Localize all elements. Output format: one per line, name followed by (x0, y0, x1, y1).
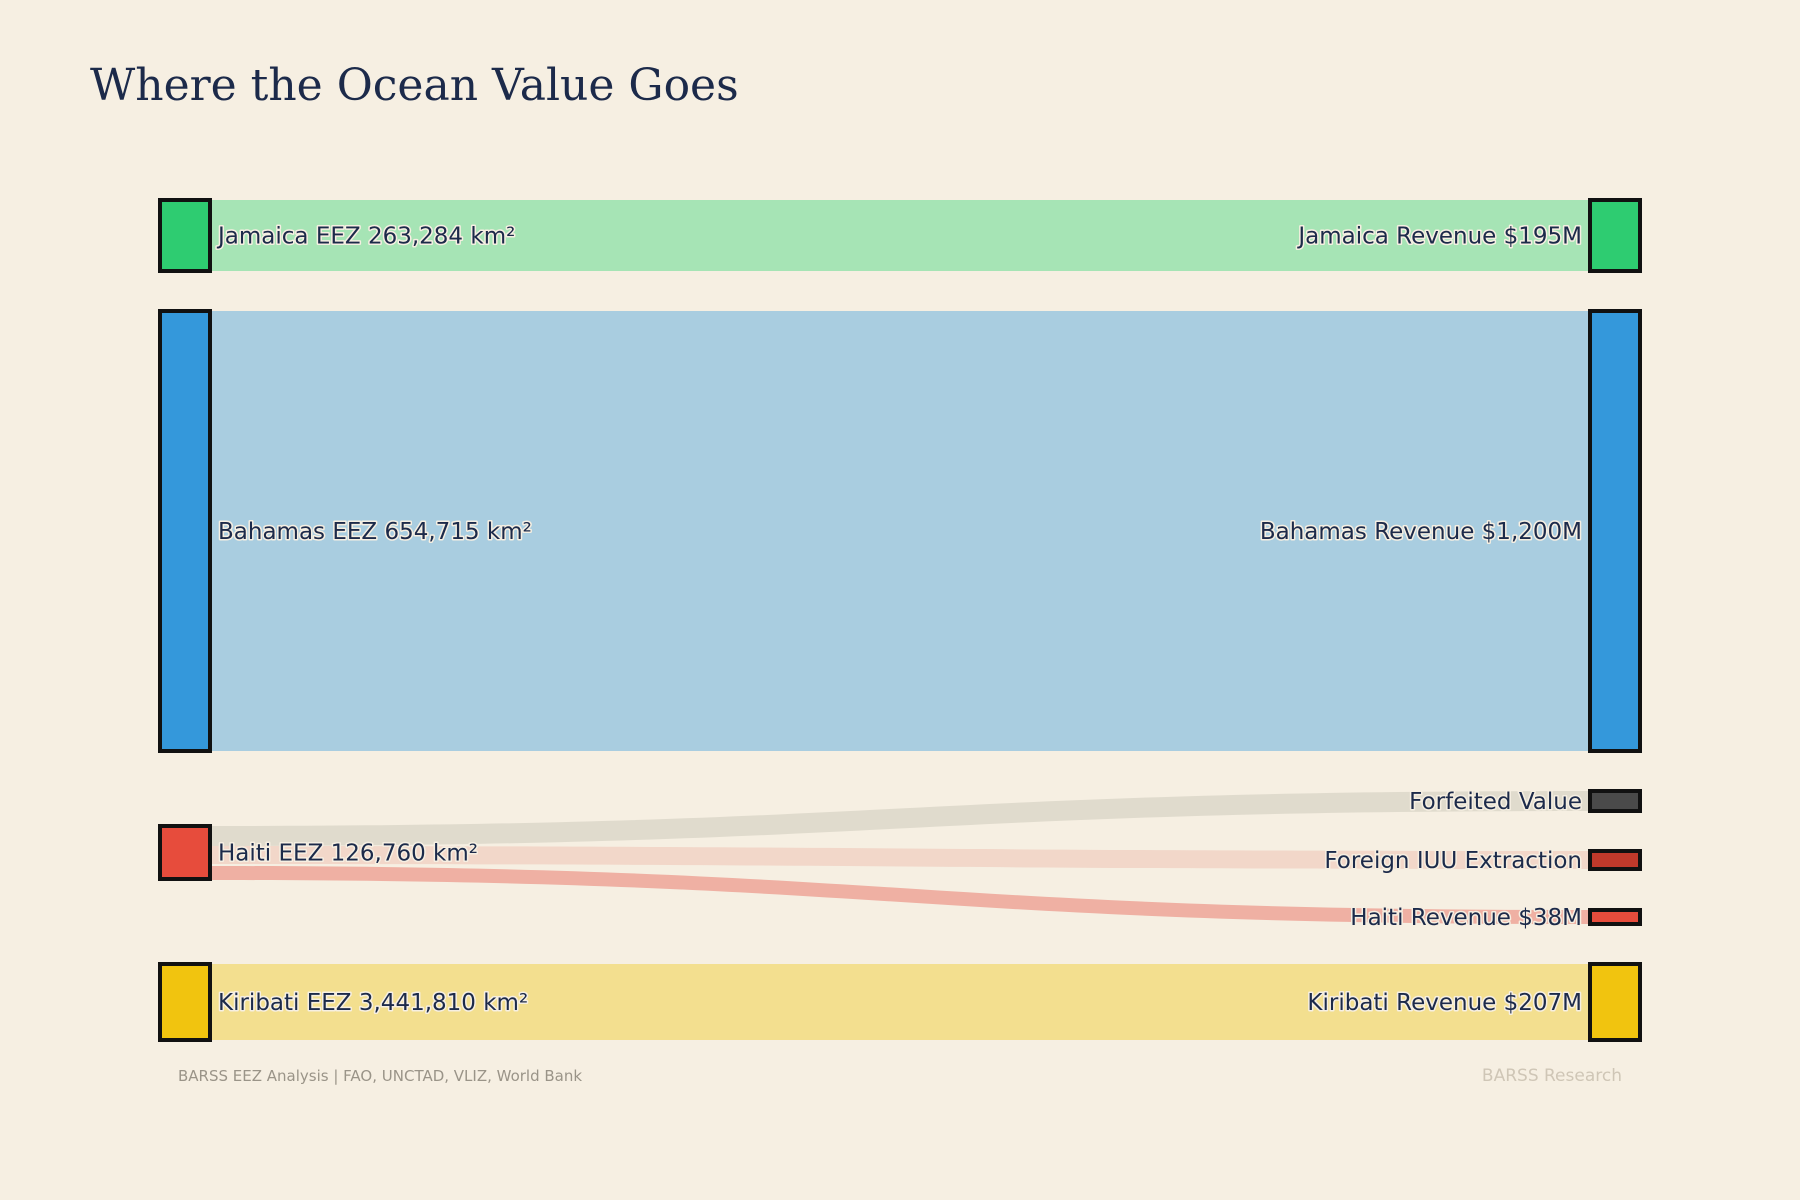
node-foreign-iuu (1588, 849, 1642, 871)
label-jamaica-rev: Jamaica Revenue $195M (1296, 224, 1582, 250)
link-haiti-eez-to-foreign-iuu (210, 846, 1590, 869)
node-kiribati-rev (1588, 962, 1642, 1042)
link-haiti-eez-to-haiti-rev (210, 866, 1590, 924)
link-jamaica-eez-to-jamaica-rev (210, 200, 1590, 271)
label-foreign-iuu: Foreign IUU Extraction (1324, 848, 1582, 874)
label-bahamas-eez: Bahamas EEZ 654,715 km² (218, 519, 532, 545)
node-haiti-rev (1588, 908, 1642, 926)
link-haiti-eez-to-forfeited (210, 791, 1590, 846)
label-jamaica-eez: Jamaica EEZ 263,284 km² (216, 224, 515, 250)
node-forfeited (1588, 789, 1642, 813)
flow-links (210, 200, 1590, 1040)
brand-credit: BARSS Research (1482, 1066, 1622, 1086)
link-bahamas-eez-to-bahamas-rev (210, 311, 1590, 751)
node-kiribati-eez (158, 962, 212, 1042)
label-forfeited: Forfeited Value (1409, 789, 1582, 815)
label-kiribati-eez: Kiribati EEZ 3,441,810 km² (218, 990, 528, 1016)
link-kiribati-eez-to-kiribati-rev (210, 964, 1590, 1040)
flow-nodes (158, 198, 1642, 1042)
label-kiribati-rev: Kiribati Revenue $207M (1307, 990, 1582, 1016)
label-haiti-eez: Haiti EEZ 126,760 km² (218, 841, 478, 867)
node-bahamas-eez (158, 309, 212, 753)
node-bahamas-rev (1588, 309, 1642, 753)
source-credit: BARSS EEZ Analysis | FAO, UNCTAD, VLIZ, … (178, 1067, 582, 1085)
node-haiti-eez (158, 824, 212, 881)
label-haiti-rev: Haiti Revenue $38M (1350, 905, 1582, 931)
label-bahamas-rev: Bahamas Revenue $1,200M (1260, 519, 1582, 545)
page-title: Where the Ocean Value Goes (90, 60, 739, 111)
node-labels: Jamaica EEZ 263,284 km² Bahamas EEZ 654,7… (215, 222, 1584, 1018)
node-jamaica-rev (1588, 198, 1642, 273)
node-jamaica-eez (158, 198, 212, 273)
